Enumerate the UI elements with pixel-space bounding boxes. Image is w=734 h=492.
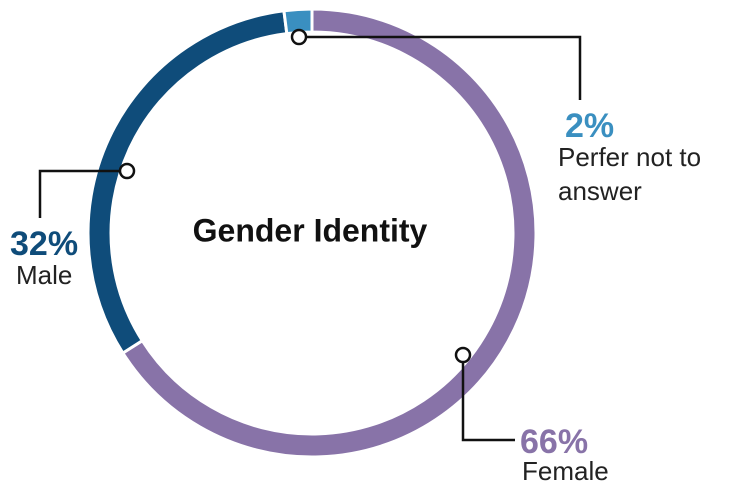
leader-dot: [118, 162, 136, 180]
category-label: Male: [16, 260, 73, 290]
percent-label: 66%: [520, 423, 589, 461]
percent-label: 32%: [10, 225, 79, 263]
percent-label: 2%: [565, 107, 615, 145]
leader-dot: [290, 28, 308, 46]
chart-title: Gender Identity: [193, 212, 428, 248]
category-label: Perfer not to answer: [558, 142, 702, 206]
donut-slice: [282, 7, 314, 36]
category-label: Female: [522, 456, 609, 486]
leader-dot: [454, 346, 472, 364]
leader-line: [461, 355, 515, 442]
donut-slice: [86, 9, 289, 356]
leader-line: [38, 169, 127, 218]
leader-line: [299, 35, 582, 100]
